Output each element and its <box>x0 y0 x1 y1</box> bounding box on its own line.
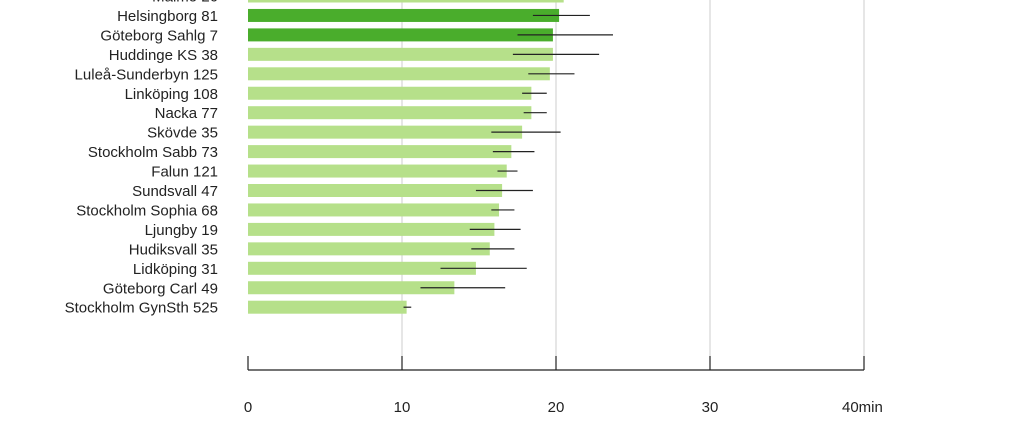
x-tick-label: 30 <box>702 399 719 416</box>
category-label: Huddinge KS 38 <box>109 47 218 64</box>
x-tick-label: 40min <box>842 399 883 416</box>
bar <box>248 300 407 314</box>
category-label: Malmö 26 <box>152 0 218 6</box>
bar <box>248 47 553 61</box>
bar <box>248 203 500 217</box>
bar <box>248 145 512 159</box>
category-label: Hudiksvall 35 <box>129 241 218 258</box>
bar <box>248 242 490 256</box>
x-tick-label: 0 <box>244 399 252 416</box>
category-label: Helsingborg 81 <box>117 8 218 25</box>
category-label: Sundsvall 47 <box>132 183 218 200</box>
x-tick-label: 20 <box>548 399 565 416</box>
bar <box>248 28 553 42</box>
category-label: Stockholm Sabb 73 <box>88 144 218 161</box>
bar <box>248 184 503 197</box>
category-label: Göteborg Carl 49 <box>103 280 218 297</box>
bar <box>248 8 560 22</box>
category-label: Stockholm GynSth 525 <box>65 300 218 317</box>
category-labels: Malmö 26 Helsingborg 81 Göteborg Sahlg 7 Hu… <box>65 0 218 317</box>
category-label: Nacka 77 <box>155 105 218 122</box>
x-axis: 0 10 20 30 40min <box>244 356 883 416</box>
bar <box>248 281 455 295</box>
bars <box>248 0 564 314</box>
grid-lines <box>401 0 865 356</box>
bar <box>248 125 523 139</box>
category-label: Luleå-Sunderbyn 125 <box>75 66 218 83</box>
category-label: Göteborg Sahlg 7 <box>100 27 218 44</box>
bar <box>248 86 532 100</box>
bar <box>248 0 564 3</box>
category-label: Ljungby 19 <box>145 222 218 239</box>
bar <box>248 222 495 236</box>
error-bars <box>403 14 613 308</box>
category-label: Linköping 108 <box>125 86 218 103</box>
category-label: Stockholm Sophia 68 <box>76 202 218 219</box>
bar <box>248 106 532 120</box>
bar <box>248 261 476 275</box>
x-tick-label: 10 <box>394 399 411 416</box>
bar <box>248 67 550 81</box>
category-label: Falun 121 <box>151 164 218 181</box>
category-label: Skövde 35 <box>147 125 218 142</box>
bar <box>248 164 507 178</box>
category-label: Lidköping 31 <box>133 261 218 278</box>
